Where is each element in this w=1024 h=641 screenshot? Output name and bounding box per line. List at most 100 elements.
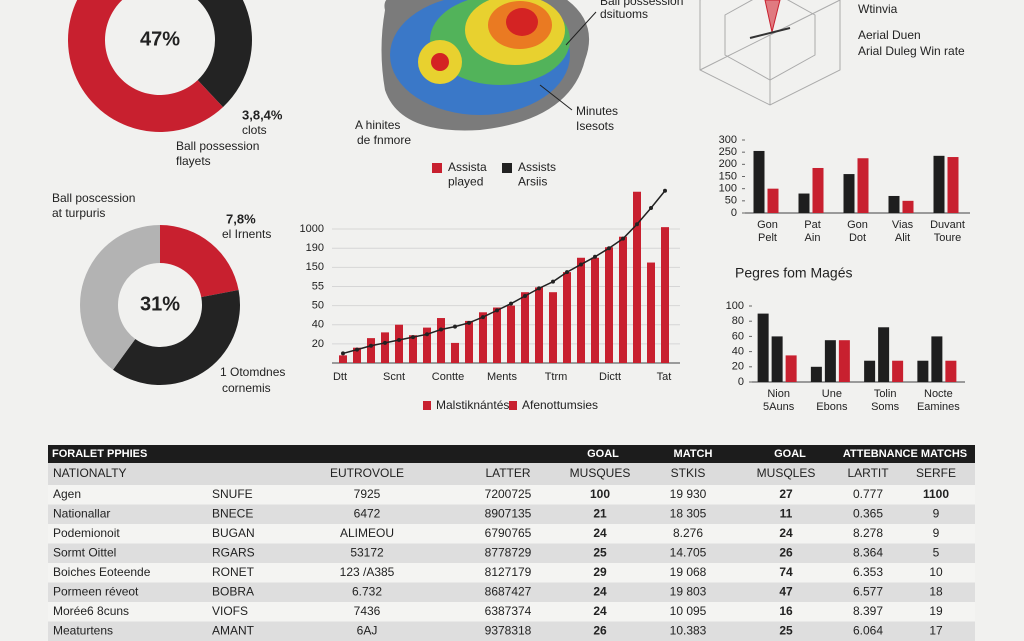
line-point — [355, 347, 359, 352]
bar — [838, 340, 850, 382]
label: ALIMEOU — [340, 526, 394, 540]
line-point — [607, 246, 611, 251]
donut-slice — [160, 225, 239, 298]
radar-area — [764, 0, 781, 33]
donut-slice — [112, 290, 240, 385]
label: 9 — [933, 507, 940, 521]
label: 53172 — [350, 546, 384, 560]
label: 200 — [719, 158, 737, 170]
label: Meaturtens — [53, 624, 113, 638]
bar — [633, 191, 641, 363]
label: 26 — [593, 624, 607, 638]
label: 29 — [593, 565, 607, 579]
heat-zone — [431, 53, 449, 71]
bar — [753, 150, 765, 213]
label: Ball possession — [600, 0, 683, 8]
label: 40 — [732, 346, 744, 358]
bar — [507, 305, 515, 363]
label: 8.276 — [673, 526, 703, 540]
label: LATTER — [485, 466, 530, 480]
label: 55 — [312, 280, 324, 292]
label: Ball possession — [176, 139, 259, 153]
line-point — [439, 327, 443, 332]
label: 17 — [929, 624, 943, 638]
line-point — [453, 324, 457, 329]
label: 19 — [929, 604, 943, 618]
label: Ttrm — [545, 371, 568, 383]
donut-slice — [79, 225, 160, 370]
label: 50 — [725, 195, 737, 207]
label: 8778729 — [485, 546, 532, 560]
label: 60 — [732, 330, 744, 342]
label: Podemionoit — [53, 526, 120, 540]
line-point — [663, 188, 667, 193]
label: Nocte Eamines — [917, 388, 960, 413]
label: Boiches Eoteende — [53, 565, 151, 579]
bar — [409, 335, 417, 363]
bar — [864, 360, 876, 382]
label: RONET — [212, 565, 255, 579]
label: Duvant Toure — [930, 219, 965, 244]
table-row — [48, 582, 975, 602]
label: 6.064 — [853, 624, 883, 638]
bar — [577, 257, 585, 363]
bar — [878, 327, 890, 382]
label: 6.732 — [352, 585, 382, 599]
label: EUTROVOLE — [330, 466, 404, 480]
table-row — [48, 543, 975, 563]
bar — [605, 247, 613, 363]
label: 47% — [140, 28, 180, 50]
label: 100 — [719, 183, 737, 195]
line-point — [397, 338, 401, 343]
label: flayets — [176, 154, 211, 168]
label: 27 — [779, 487, 793, 501]
label: 150 — [719, 170, 737, 182]
heatmap — [381, 0, 597, 131]
label: 10 — [929, 565, 943, 579]
label: SERFE — [916, 466, 956, 480]
bar — [339, 355, 347, 363]
legend-swatch — [423, 401, 431, 410]
label: 20 — [312, 338, 324, 350]
label: Aerial Duen — [858, 28, 921, 42]
label: 190 — [306, 242, 324, 254]
bar — [353, 347, 361, 363]
label: RGARS — [212, 546, 255, 560]
table-row — [48, 485, 975, 505]
line-point — [425, 332, 429, 337]
bar — [591, 257, 599, 363]
label: 8.278 — [853, 526, 883, 540]
label: ATTEBNANCE MATCHS — [843, 448, 967, 460]
line-point — [565, 270, 569, 275]
label: Wtinvia — [858, 2, 898, 16]
label: 80 — [732, 315, 744, 327]
bar — [902, 200, 914, 213]
table-row — [48, 563, 975, 583]
line-point — [383, 340, 387, 345]
line-point — [481, 315, 485, 320]
label: BUGAN — [212, 526, 255, 540]
line-point — [523, 294, 527, 299]
label: 8687427 — [485, 585, 532, 599]
label: Pegres fom Magés — [735, 265, 853, 281]
label: Afenottumsies — [522, 398, 598, 412]
label: Vias Alit — [892, 219, 914, 244]
label: 25 — [779, 624, 793, 638]
label: 6AJ — [357, 624, 378, 638]
line-point — [467, 320, 471, 325]
label: 6790765 — [485, 526, 532, 540]
line-point — [649, 206, 653, 211]
label: 9 — [933, 526, 940, 540]
label: Contte — [432, 371, 464, 383]
table-row — [48, 504, 975, 524]
bar — [521, 292, 529, 363]
label: 24 — [593, 604, 607, 618]
legend-swatch — [502, 163, 512, 173]
label: 14.705 — [670, 546, 707, 560]
bar — [381, 332, 389, 363]
label: cornemis — [222, 381, 271, 395]
bar — [917, 360, 929, 382]
label: Tolin Soms — [871, 388, 900, 413]
bar — [757, 313, 769, 382]
